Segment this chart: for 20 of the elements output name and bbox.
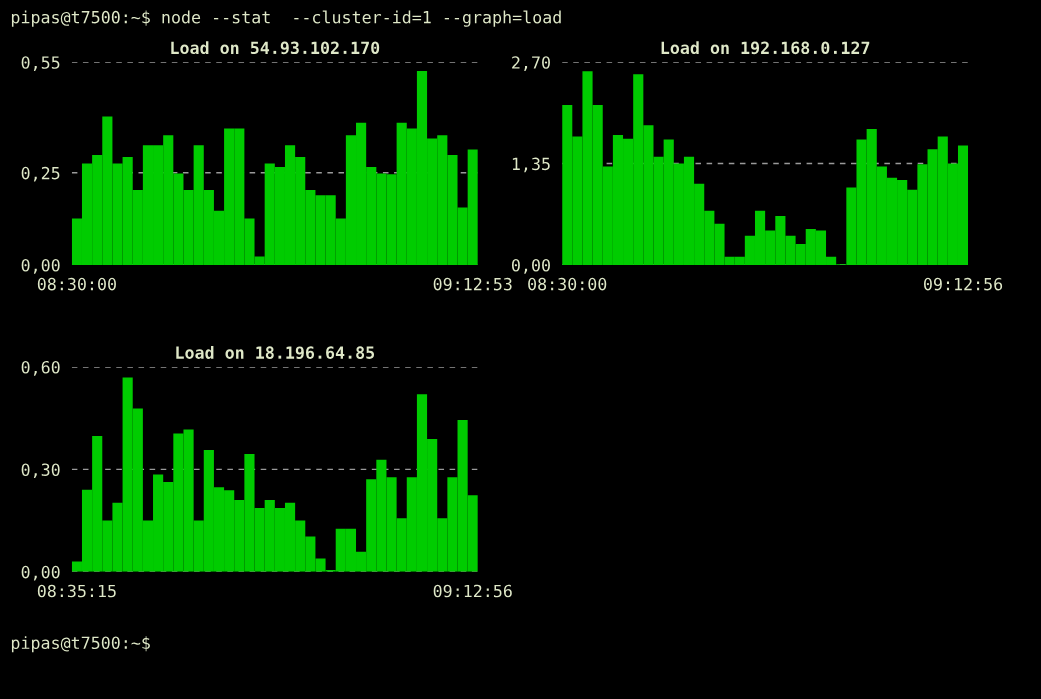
text: pipas@t7500:~$ — [11, 636, 150, 653]
x-tick-label: 08:35:15 — [37, 584, 116, 598]
chart-title: Load on 54.93.102.170 — [171, 41, 380, 55]
y-tick-label: 0,25 — [21, 166, 60, 182]
y-tick-label: 2,70 — [512, 56, 550, 71]
y-tick-label: 0,00 — [21, 565, 60, 581]
y-tick-label: 0,00 — [511, 258, 550, 274]
y-tick-label: 1,35 — [512, 157, 550, 173]
x-tick-label: 08:30:00 — [37, 277, 116, 291]
chart-title: Load on 18.196.64.85 — [176, 345, 375, 359]
y-tick-label: 0,55 — [21, 56, 60, 71]
x-tick-label: 09:12:53 — [433, 277, 512, 291]
x-tick-label: 09:12:56 — [924, 277, 1003, 291]
text: pipas@t7500:~$ node --stat --cluster-id=1 --graph=load — [11, 10, 561, 27]
x-tick-label: 08:30:00 — [528, 277, 607, 291]
chart-title: Load on 192.168.0.127 — [661, 41, 870, 55]
x-tick-label: 09:12:56 — [433, 584, 512, 598]
y-tick-label: 0,30 — [21, 463, 60, 479]
y-tick-label: 0,60 — [21, 360, 60, 376]
y-tick-label: 0,00 — [21, 258, 60, 274]
